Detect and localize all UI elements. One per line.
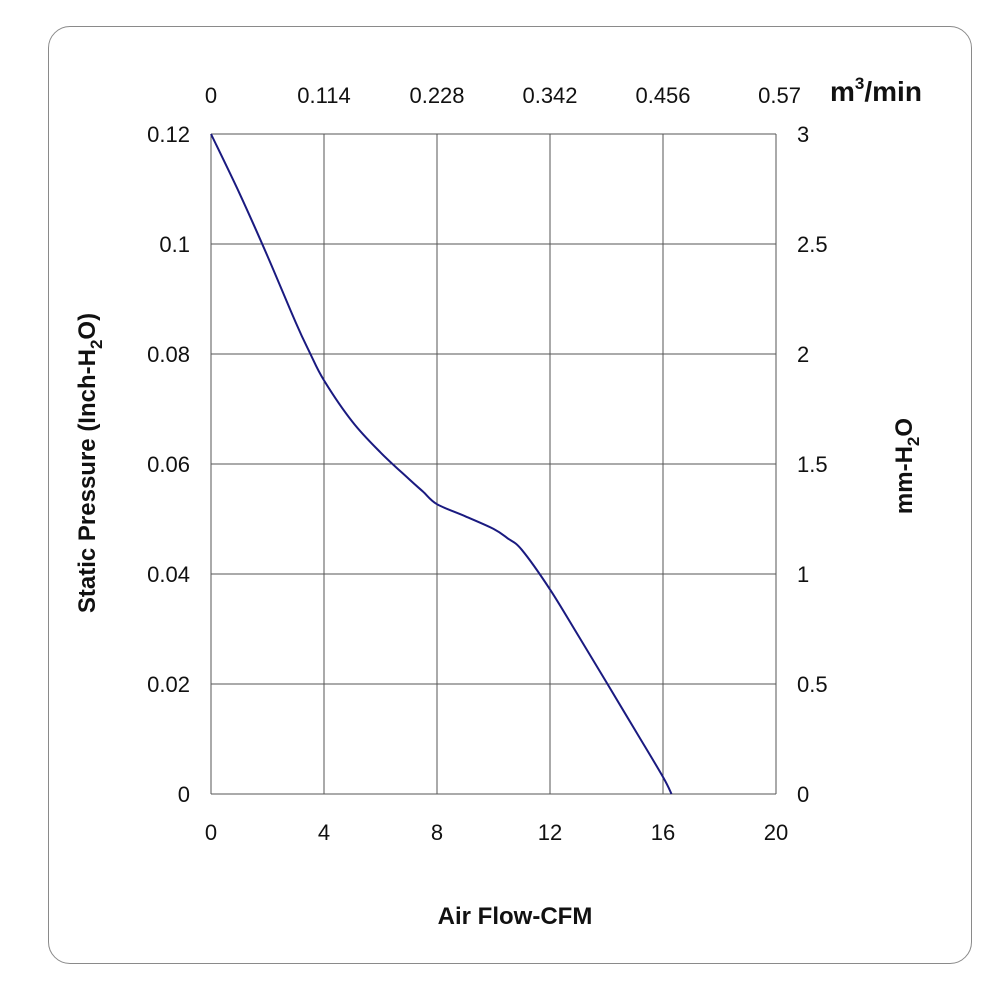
x2-tick-label: 0.456 bbox=[635, 83, 690, 108]
x-tick-label: 0 bbox=[205, 820, 217, 845]
y-tick-label: 0.08 bbox=[147, 342, 190, 367]
x-tick-label: 16 bbox=[651, 820, 675, 845]
tick-labels: 0 4 8 12 16 200 0.114 0.228 0.342 0.456 0.5700.020… bbox=[147, 83, 827, 845]
y2-axis-title-main: mm-H bbox=[891, 446, 918, 514]
y-axis-title-sub: 2 bbox=[87, 340, 106, 349]
y-tick-label: 0.04 bbox=[147, 562, 190, 587]
y-tick-label: 0.06 bbox=[147, 452, 190, 477]
y2-tick-label: 1 bbox=[797, 562, 809, 587]
y2-tick-label: 2 bbox=[797, 342, 809, 367]
y-axis-title-main: Static Pressure (Inch-H bbox=[74, 349, 101, 613]
x-axis-title: Air Flow-CFM bbox=[438, 903, 593, 930]
x2-unit-tail: /min bbox=[864, 76, 922, 107]
x2-unit-main: m bbox=[830, 76, 855, 107]
y-tick-label: 0.12 bbox=[147, 122, 190, 147]
grid-lines bbox=[210, 133, 777, 795]
y-tick-label: 0 bbox=[178, 782, 190, 807]
y2-axis-title-tail: O bbox=[891, 418, 918, 437]
y2-tick-label: 1.5 bbox=[797, 452, 828, 477]
y-tick-label: 0.1 bbox=[159, 232, 190, 257]
x2-tick-label: 0.114 bbox=[297, 83, 350, 108]
x-tick-label: 12 bbox=[538, 820, 562, 845]
x2-unit-sup: 3 bbox=[855, 74, 864, 93]
y2-axis-title: mm-H2O bbox=[891, 418, 923, 514]
x2-tick-label: 0.57 bbox=[758, 83, 801, 108]
x-tick-label: 20 bbox=[764, 820, 788, 845]
y-axis-title: Static Pressure (Inch-H2O) bbox=[74, 313, 106, 613]
pq-curve-series bbox=[210, 133, 673, 795]
x2-tick-label: 0 bbox=[205, 83, 217, 108]
x2-tick-label: 0.228 bbox=[409, 83, 464, 108]
y-tick-label: 0.02 bbox=[147, 672, 190, 697]
chart-frame bbox=[48, 26, 972, 964]
y2-axis-title-sub: 2 bbox=[904, 437, 923, 446]
x2-axis-unit-title: m3/min bbox=[830, 74, 922, 107]
y2-tick-label: 0.5 bbox=[797, 672, 828, 697]
x-tick-label: 8 bbox=[431, 820, 443, 845]
x-tick-label: 4 bbox=[318, 820, 330, 845]
y-axis-title-tail: O) bbox=[74, 313, 101, 340]
y2-tick-label: 0 bbox=[797, 782, 809, 807]
y2-tick-label: 3 bbox=[797, 122, 809, 147]
x2-tick-label: 0.342 bbox=[522, 83, 577, 108]
y2-tick-label: 2.5 bbox=[797, 232, 828, 257]
